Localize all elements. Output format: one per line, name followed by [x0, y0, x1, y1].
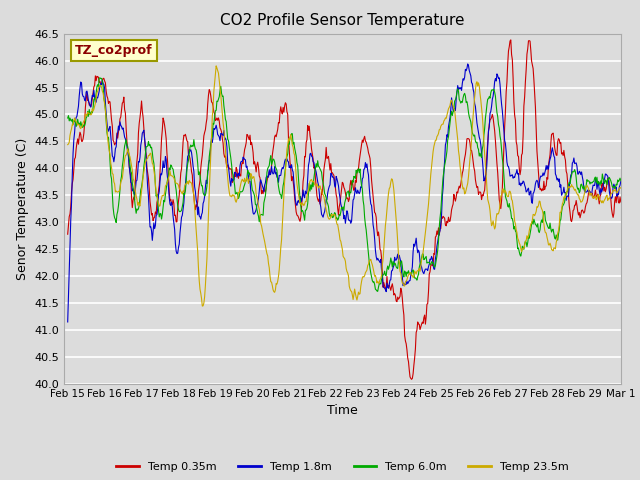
Temp 23.5m — [187, 180, 195, 186]
Temp 1.8m — [617, 179, 625, 184]
Temp 23.5m — [198, 303, 206, 309]
Temp 0.35m — [74, 136, 81, 142]
Temp 6.0m — [217, 84, 225, 89]
Temp 0.35m — [507, 37, 515, 43]
Temp 23.5m — [64, 142, 72, 147]
Temp 0.35m — [412, 330, 420, 336]
Temp 6.0m — [64, 115, 72, 121]
Temp 6.0m — [74, 117, 81, 122]
Temp 23.5m — [218, 101, 225, 107]
Temp 6.0m — [96, 75, 104, 81]
Y-axis label: Senor Temperature (C): Senor Temperature (C) — [16, 138, 29, 280]
Temp 6.0m — [132, 205, 140, 211]
Temp 0.35m — [429, 261, 436, 266]
Temp 6.0m — [374, 288, 381, 294]
Temp 0.35m — [131, 197, 138, 203]
Temp 6.0m — [188, 144, 195, 150]
Line: Temp 6.0m: Temp 6.0m — [68, 78, 621, 291]
Text: TZ_co2prof: TZ_co2prof — [75, 44, 153, 57]
Line: Temp 0.35m: Temp 0.35m — [68, 40, 621, 379]
Line: Temp 1.8m: Temp 1.8m — [68, 64, 621, 322]
Temp 0.35m — [64, 231, 72, 237]
X-axis label: Time: Time — [327, 405, 358, 418]
Temp 1.8m — [464, 61, 472, 67]
Title: CO2 Profile Sensor Temperature: CO2 Profile Sensor Temperature — [220, 13, 465, 28]
Temp 1.8m — [412, 240, 419, 246]
Temp 23.5m — [212, 63, 220, 69]
Temp 1.8m — [74, 108, 81, 114]
Temp 0.35m — [216, 125, 224, 131]
Temp 1.8m — [428, 253, 435, 259]
Temp 6.0m — [429, 260, 437, 265]
Temp 0.35m — [187, 162, 195, 168]
Temp 23.5m — [131, 181, 138, 187]
Temp 1.8m — [64, 319, 72, 325]
Temp 1.8m — [131, 192, 138, 197]
Temp 6.0m — [617, 178, 625, 183]
Temp 23.5m — [617, 185, 625, 191]
Temp 23.5m — [74, 122, 81, 128]
Temp 0.35m — [617, 199, 625, 205]
Temp 23.5m — [413, 268, 420, 274]
Temp 6.0m — [413, 277, 420, 283]
Line: Temp 23.5m: Temp 23.5m — [68, 66, 621, 306]
Legend: Temp 0.35m, Temp 1.8m, Temp 6.0m, Temp 23.5m: Temp 0.35m, Temp 1.8m, Temp 6.0m, Temp 2… — [112, 457, 573, 477]
Temp 1.8m — [216, 138, 224, 144]
Temp 0.35m — [408, 376, 415, 382]
Temp 1.8m — [187, 147, 195, 153]
Temp 23.5m — [429, 149, 437, 155]
